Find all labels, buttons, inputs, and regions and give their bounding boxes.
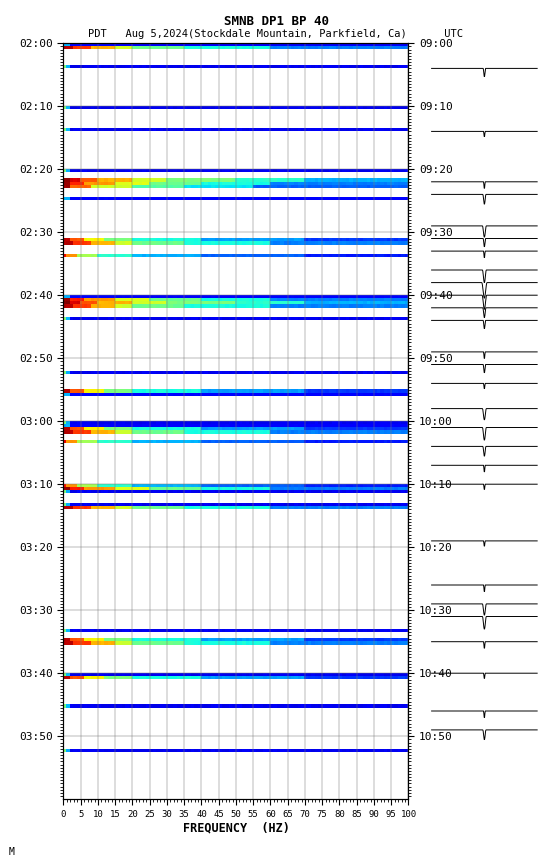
X-axis label: FREQUENCY  (HZ): FREQUENCY (HZ) [183,822,289,835]
Text: M: M [8,847,14,857]
Text: PDT   Aug 5,2024(Stockdale Mountain, Parkfield, Ca)      UTC: PDT Aug 5,2024(Stockdale Mountain, Parkf… [88,29,464,39]
Text: SMNB DP1 BP 40: SMNB DP1 BP 40 [224,15,328,28]
